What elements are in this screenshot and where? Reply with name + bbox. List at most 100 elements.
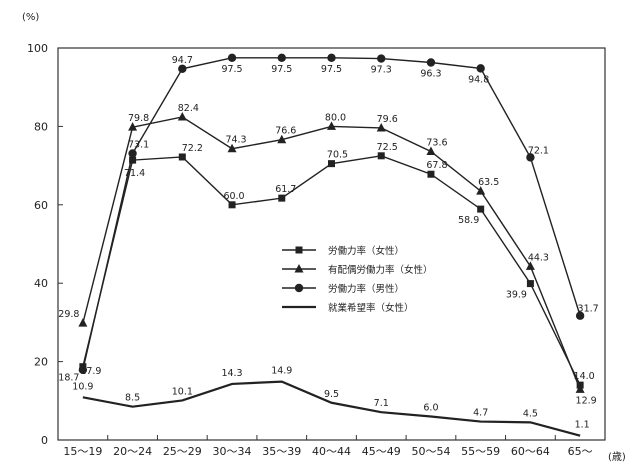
y-tick-label: 80 bbox=[34, 120, 48, 133]
data-label: 73.1 bbox=[128, 139, 149, 150]
data-label: 9.5 bbox=[324, 389, 339, 400]
x-tick-label: 30～34 bbox=[213, 445, 252, 458]
series-line bbox=[82, 380, 581, 437]
data-label: 14.0 bbox=[574, 371, 595, 382]
y-tick-label: 20 bbox=[34, 356, 48, 369]
marker-square bbox=[427, 170, 435, 178]
marker-dot bbox=[128, 149, 137, 158]
data-label: 7.1 bbox=[374, 398, 389, 409]
marker-triangle bbox=[78, 318, 88, 327]
data-label: 72.1 bbox=[528, 145, 549, 156]
marker-dot bbox=[526, 153, 535, 162]
data-label: 4.7 bbox=[473, 408, 488, 419]
series-4 bbox=[82, 380, 581, 437]
data-label: 76.6 bbox=[275, 126, 296, 137]
x-tick-label: 35～39 bbox=[262, 445, 301, 458]
x-tick-label: 45～49 bbox=[362, 445, 401, 458]
x-tick-label: 55～59 bbox=[461, 445, 500, 458]
data-label: 79.6 bbox=[377, 114, 398, 125]
marker-triangle bbox=[227, 143, 237, 153]
marker-dot bbox=[78, 365, 88, 375]
legend-label: 就業希望率（女性） bbox=[328, 302, 414, 314]
marker-triangle bbox=[476, 186, 486, 195]
x-tick-label: 15～19 bbox=[63, 445, 102, 458]
data-label: 1.1 bbox=[575, 420, 590, 431]
y-tick-label: 0 bbox=[41, 434, 48, 447]
data-label: 60.0 bbox=[223, 191, 244, 202]
data-label: 96.3 bbox=[420, 69, 441, 80]
marker-dot bbox=[294, 283, 304, 293]
data-label: 67.8 bbox=[426, 160, 447, 171]
marker-triangle bbox=[376, 122, 386, 132]
marker-dot bbox=[178, 64, 187, 73]
marker-triangle bbox=[277, 134, 287, 144]
data-label: 71.4 bbox=[124, 168, 145, 179]
marker-triangle bbox=[327, 121, 336, 130]
data-label: 39.9 bbox=[506, 290, 527, 301]
series-line bbox=[82, 57, 581, 370]
marker-square bbox=[129, 156, 137, 164]
x-tick-label: 65～ bbox=[568, 445, 593, 458]
marker-dot bbox=[377, 54, 386, 63]
marker-dot bbox=[227, 53, 237, 62]
data-label: 63.5 bbox=[478, 177, 499, 188]
marker-square bbox=[295, 246, 303, 254]
marker-square bbox=[278, 194, 286, 202]
series-layer bbox=[78, 53, 585, 437]
data-label: 70.5 bbox=[327, 150, 348, 161]
marker-square bbox=[228, 201, 236, 209]
data-label: 72.5 bbox=[377, 142, 398, 153]
marker-square bbox=[328, 160, 335, 168]
x-tick-label: 20～24 bbox=[113, 445, 152, 458]
y-tick-label: 60 bbox=[34, 199, 48, 212]
data-label: 72.2 bbox=[182, 143, 203, 154]
data-label: 97.3 bbox=[371, 65, 392, 76]
marker-square bbox=[477, 205, 485, 213]
data-label: 14.3 bbox=[221, 368, 242, 379]
data-label: 94.8 bbox=[468, 74, 489, 85]
data-label: 80.0 bbox=[325, 112, 346, 123]
data-label: 94.7 bbox=[172, 55, 193, 66]
marker-triangle bbox=[177, 111, 187, 121]
y-tick-label: 40 bbox=[34, 277, 48, 290]
marker-triangle bbox=[128, 122, 138, 131]
data-label: 97.5 bbox=[321, 64, 342, 75]
data-label: 31.7 bbox=[578, 304, 599, 315]
data-label: 61.7 bbox=[275, 184, 296, 195]
axes: 0 20 40 60 80 100 (%) 15～19 20～24 25～29 30～34 35～39… bbox=[22, 12, 626, 462]
data-labels: 18.7 71.4 72.2 60.0 61.7 70.5 72.5 67.8 58.9 39.9… bbox=[58, 55, 598, 431]
data-label: 10.9 bbox=[72, 381, 93, 392]
data-label: 73.6 bbox=[426, 137, 447, 148]
data-label: 74.3 bbox=[225, 135, 246, 146]
data-label: 4.5 bbox=[523, 408, 538, 419]
series-2 bbox=[78, 111, 585, 393]
marker-triangle bbox=[294, 264, 304, 273]
marker-square bbox=[178, 153, 186, 161]
marker-triangle bbox=[525, 261, 535, 270]
data-label: 10.1 bbox=[172, 386, 193, 397]
legend: 労働力率（女性） 有配偶労働力率（女性） 労働力率（男性） 就業希望率（女性） bbox=[282, 245, 433, 314]
marker-triangle bbox=[575, 384, 585, 393]
data-label: 58.9 bbox=[458, 215, 479, 226]
data-label: 97.5 bbox=[221, 64, 242, 75]
marker-square bbox=[526, 280, 534, 288]
marker-triangle bbox=[426, 146, 436, 155]
data-label: 6.0 bbox=[423, 402, 438, 413]
x-tick-label: 25～29 bbox=[163, 445, 202, 458]
x-tick-label: 50～54 bbox=[411, 445, 450, 458]
legend-label: 労働力率（女性） bbox=[328, 245, 404, 257]
y-unit-label: (%) bbox=[22, 12, 39, 23]
marker-square bbox=[377, 152, 385, 160]
x-tick-label: 60～64 bbox=[511, 445, 550, 458]
data-label: 79.8 bbox=[128, 113, 149, 124]
marker-dot bbox=[327, 53, 336, 62]
data-label: 12.9 bbox=[576, 395, 597, 406]
data-label: 44.3 bbox=[528, 252, 549, 263]
marker-dot bbox=[476, 64, 485, 73]
y-tick-label: 100 bbox=[27, 42, 48, 55]
plot-frame bbox=[57, 47, 606, 441]
marker-dot bbox=[277, 53, 286, 62]
legend-label: 労働力率（男性） bbox=[328, 283, 404, 295]
data-label: 82.4 bbox=[178, 103, 199, 114]
